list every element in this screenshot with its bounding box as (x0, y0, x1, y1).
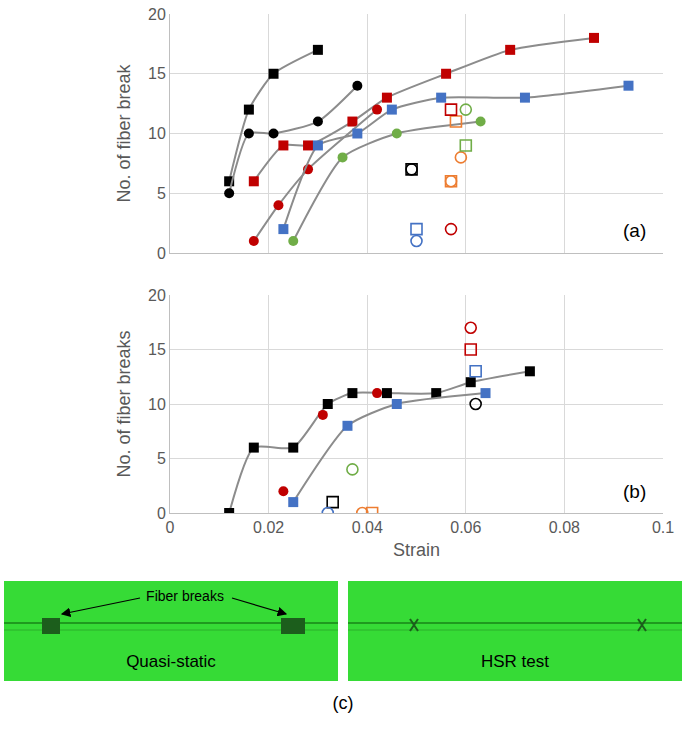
svg-text:(c): (c) (333, 693, 354, 713)
svg-text:15: 15 (148, 341, 166, 358)
svg-text:15: 15 (148, 65, 166, 82)
svg-text:10: 10 (148, 396, 166, 413)
svg-text:0.02: 0.02 (253, 519, 284, 536)
svg-text:5: 5 (157, 450, 166, 467)
svg-text:Quasi-static: Quasi-static (126, 652, 216, 671)
svg-text:20: 20 (148, 287, 166, 304)
svg-text:Fiber breaks: Fiber breaks (146, 588, 224, 604)
svg-text:0.06: 0.06 (450, 519, 481, 536)
svg-text:No. of fiber break: No. of fiber break (114, 63, 134, 202)
svg-text:0: 0 (157, 505, 166, 522)
svg-text:0.1: 0.1 (652, 519, 674, 536)
svg-text:5: 5 (157, 185, 166, 202)
svg-text:20: 20 (148, 6, 166, 23)
svg-text:0.04: 0.04 (352, 519, 383, 536)
svg-text:No. of fiber breaks: No. of fiber breaks (114, 330, 134, 477)
svg-text:(b): (b) (623, 481, 646, 502)
svg-text:0: 0 (157, 245, 166, 262)
svg-text:Strain: Strain (393, 540, 440, 560)
svg-text:HSR test: HSR test (481, 652, 549, 671)
svg-text:(a): (a) (623, 220, 646, 241)
svg-text:0.08: 0.08 (549, 519, 580, 536)
svg-text:0: 0 (166, 519, 175, 536)
svg-text:10: 10 (148, 125, 166, 142)
